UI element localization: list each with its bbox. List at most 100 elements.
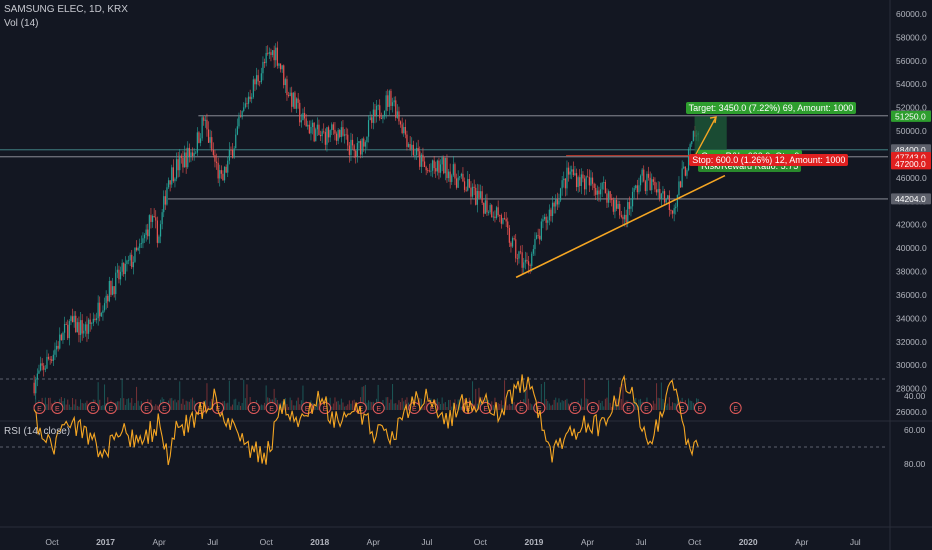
price-tick-label: 52000.0 [896,103,927,113]
candle [76,322,78,333]
volume-bar [104,384,106,410]
candle [526,259,528,262]
candles [33,41,699,400]
volume-bar [390,399,392,410]
price-tag-label: 51250.0 [895,111,926,121]
candle [433,160,435,169]
candle [439,164,442,173]
candle [638,185,640,193]
rsi-axis[interactable]: 80.00 60.00 40.00 [904,391,926,469]
symbol-legend[interactable]: SAMSUNG ELEC, 1D, KRX [4,4,128,15]
candle [255,75,258,85]
candle [577,177,579,188]
candle [615,199,618,209]
volume-bar [363,386,365,410]
candle [124,263,126,275]
candle [71,316,74,323]
candle [268,52,270,54]
volume-bar [128,398,130,410]
price-tags: 51304.051250.048400.047800.047743.047200… [891,110,931,205]
stop-label[interactable]: Stop: 600.0 (1.26%) 12, Amount: 1000 [689,153,849,166]
volume-bar [337,400,339,410]
volume-bar [345,405,347,410]
candle [479,191,482,198]
volume-bar [84,402,86,410]
candle [599,189,602,195]
candle [542,219,544,222]
volume-bar [419,397,421,410]
candle [455,178,458,188]
time-axis[interactable]: Oct 2017 Apr Jul Oct 2018 Apr Jul Oct 2019 Apr Jul O… [45,537,860,547]
candle [215,161,218,163]
candle [335,133,338,141]
candle [422,154,424,162]
price-tick-label: 46000.0 [896,173,927,183]
volume-bar [225,403,227,410]
volume-bar [665,405,667,410]
candle [670,209,672,211]
earnings-marker-label: E [519,406,524,413]
candle [195,152,197,154]
volume-bar [233,399,235,410]
candle [331,124,333,131]
candle [163,196,165,213]
candle [119,271,122,280]
volume-bar [564,399,566,410]
earnings-marker-label: E [430,406,435,413]
volume-bar [264,402,266,410]
volume-bar [499,403,501,410]
price-tag-label: 47743.0 [895,152,926,162]
candle [54,349,56,355]
time-tick-label: Oct [260,537,274,547]
candle [628,202,630,209]
candle [151,215,154,222]
volume-bar [400,402,402,410]
candle [361,138,363,155]
volume-bar [137,400,139,410]
candle [591,177,594,184]
volume-legend[interactable]: Vol (14) [4,18,39,29]
earnings-marker [51,402,64,414]
time-tick-label: 2017 [96,537,115,547]
target-label[interactable]: Target: 3450.0 (7.22%) 69, Amount: 1000 [685,102,857,115]
volume-bar [299,404,301,410]
candle [99,302,101,317]
candle [601,182,603,190]
volume-bar [177,400,179,410]
candle [548,209,550,221]
volume-bar [568,403,570,410]
volume-bar [600,403,602,410]
volume-bar [62,401,64,410]
candle [81,320,83,334]
candle [369,117,371,121]
candle [59,334,61,349]
candle [356,142,358,157]
volume-bar [660,382,662,410]
candle [521,252,523,268]
candle [350,139,352,155]
candle [452,164,454,176]
time-tick-label: 2020 [739,537,758,547]
candle [364,142,366,147]
candle [134,247,136,262]
rsi-legend[interactable]: RSI (14, close) [4,426,71,437]
candle [318,124,320,135]
candle [649,177,651,191]
candle [587,176,589,178]
candle [230,149,232,151]
candle [95,318,98,321]
volume-bar [265,385,267,410]
volume-bar [560,402,562,410]
candle [412,144,414,156]
earnings-marker-label: E [483,406,488,413]
candle [212,150,214,156]
volume-bar [582,406,584,410]
candle [609,191,611,198]
candle [260,73,262,83]
volume-bar [235,398,237,410]
candle [206,119,208,130]
volume-bar [598,400,600,410]
volume-bar [97,382,99,410]
